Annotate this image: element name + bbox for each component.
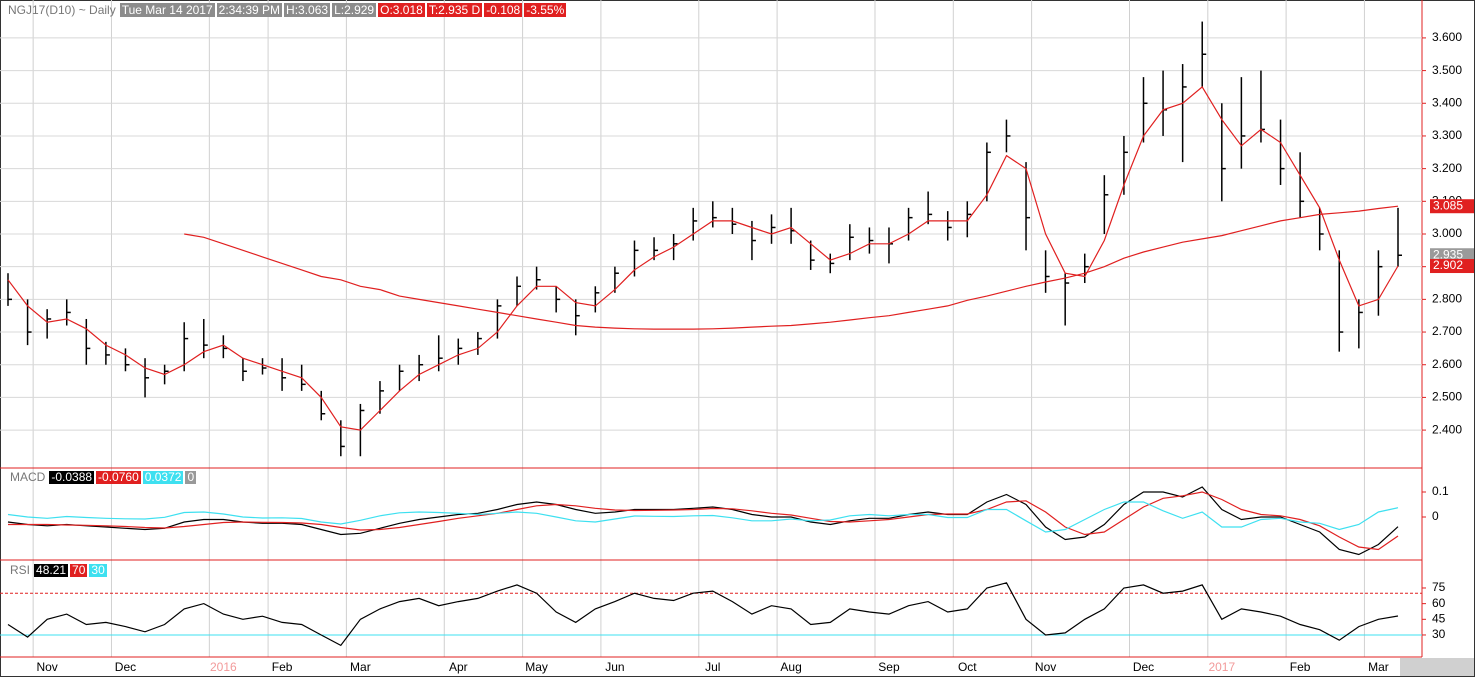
moving-average: [7, 85, 1399, 431]
level-readout: 70: [70, 563, 88, 577]
open: O:3.018: [378, 3, 425, 17]
y-tick-label: 3.500: [1432, 63, 1462, 77]
y-tick-label: 0.1: [1432, 484, 1449, 498]
macd-title: MACD: [10, 470, 46, 484]
symbol: NGJ17(D10) ~ Daily: [8, 3, 116, 17]
x-tick-label: Dec: [115, 660, 136, 674]
signal-readout: -0.0760: [96, 470, 141, 484]
x-tick-label: Oct: [958, 660, 977, 674]
y-tick-label: 3.200: [1432, 161, 1462, 175]
x-tick-label: 2017: [1208, 660, 1235, 674]
y-tick-label: 60: [1432, 596, 1446, 610]
percent: -3.55%: [524, 3, 567, 17]
y-tick-label: 3.600: [1432, 30, 1462, 44]
x-tick-label: Dec: [1133, 660, 1154, 674]
y-tick-label: 3.400: [1432, 95, 1462, 109]
moving-average: [184, 205, 1399, 330]
macd-legend: MACD -0.0388 -0.0760 0.0372 0: [8, 470, 197, 484]
x-tick-label: May: [525, 660, 548, 674]
y-tick-label: 30: [1432, 627, 1446, 641]
indicator-line: [7, 486, 1399, 556]
indicator-line: [7, 582, 1399, 647]
y-tick-label: 2.700: [1432, 324, 1462, 338]
extra-readout: 0: [185, 470, 197, 484]
rsi-title: RSI: [10, 563, 31, 577]
time-scroll: [1400, 658, 1474, 676]
last: T:2.935 D: [426, 3, 483, 17]
x-tick-label: Jul: [705, 660, 720, 674]
y-tick-label: 2.600: [1432, 357, 1462, 371]
price-badge-label: 2.902: [1433, 258, 1463, 272]
date: Tue Mar 14 2017: [119, 3, 215, 17]
rsi-readout: 48.21: [34, 563, 69, 577]
y-tick-label: 3.000: [1432, 226, 1462, 240]
x-tick-label: Mar: [350, 660, 371, 674]
price-badge: [1430, 259, 1474, 274]
y-tick-label: 45: [1432, 611, 1446, 625]
low: L:2.929: [332, 3, 377, 17]
price-badge-label: 3.085: [1433, 198, 1463, 212]
y-tick-label: 2.400: [1432, 422, 1462, 436]
price-badge-label: 2.935: [1433, 247, 1463, 261]
y-tick-label: 2.800: [1432, 292, 1462, 306]
header: NGJ17(D10) ~ Daily Tue Mar 14 2017 2:34:…: [6, 3, 567, 17]
price-badge: [1430, 199, 1474, 214]
x-tick-label: Aug: [780, 660, 801, 674]
rsi-legend: RSI 48.21 70 30: [8, 564, 107, 577]
x-tick-label: 2016: [210, 660, 237, 674]
x-tick-label: Feb: [1290, 660, 1311, 674]
x-tick-label: Sep: [878, 660, 900, 674]
indicator-line: [7, 501, 1399, 533]
x-tick-label: Feb: [272, 660, 293, 674]
x-tick-label: Apr: [449, 660, 468, 674]
time: 2:34:39 PM: [216, 3, 283, 17]
high: H:3.063: [284, 3, 331, 17]
macd-readout: -0.0388: [49, 470, 95, 484]
level-readout: 30: [89, 563, 107, 577]
y-tick-label: 3.300: [1432, 128, 1462, 142]
diff-readout: 0.0372: [142, 470, 184, 484]
y-tick-label: 0: [1432, 509, 1439, 523]
x-tick-label: Jun: [605, 660, 624, 674]
indicator-line: [8, 491, 1399, 551]
price-badge: [1430, 248, 1474, 263]
y-tick-label: 75: [1432, 580, 1446, 594]
x-tick-label: Nov: [36, 660, 57, 674]
y-tick-label: 2.500: [1432, 390, 1462, 404]
x-tick-label: Mar: [1368, 660, 1389, 674]
x-tick-label: Nov: [1035, 660, 1056, 674]
change: -0.108: [484, 3, 523, 17]
